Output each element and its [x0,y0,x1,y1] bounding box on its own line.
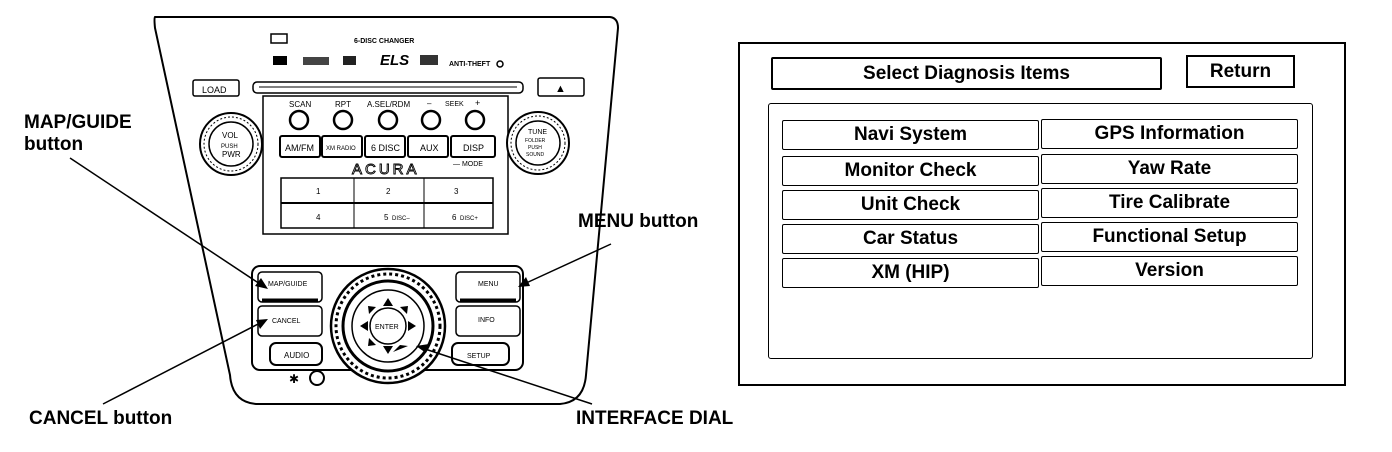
dial-down-arrow-icon [383,346,393,354]
screen-title: Select Diagnosis Items [771,57,1162,90]
six-disc-button[interactable] [364,135,406,158]
info-button[interactable] [455,305,521,337]
tune-sub3-label: SOUND [526,152,544,158]
load-button[interactable] [192,79,240,97]
dial-downright-arrow-icon [393,345,408,352]
cancel-callout: CANCEL button [29,408,173,429]
eject-button[interactable] [537,77,585,97]
xm-radio-button[interactable] [321,135,363,158]
dial-upright-arrow-icon [400,306,408,314]
preset-1: 1 [316,187,321,196]
light-icon: ✱ [289,372,299,386]
pwr-label: PWR [222,150,241,159]
six-disc-label: 6 DISC [371,143,401,153]
media-logos [273,55,438,65]
cancel-label: CANCEL [272,318,301,325]
rpt-button[interactable] [332,109,354,131]
preset-5: 5 [384,213,389,222]
diagnosis-items-panel [768,103,1313,359]
preset5-sub-label: DISC– [392,216,410,222]
tune-sub1-label: FOLDER [525,138,546,144]
upper-panel [262,95,509,235]
leader-lines [69,157,612,405]
eject-icon: ▲ [555,83,566,95]
map-guide-callout: MAP/GUIDE button [24,112,132,156]
preset-3: 3 [454,187,459,196]
dolby-logo [270,33,288,44]
rpt-label: RPT [335,100,351,109]
seek-minus-button[interactable] [420,109,442,131]
interface-dial-callout: INTERFACE DIAL [576,408,734,429]
audio-label: AUDIO [284,351,309,360]
preset-6: 6 [452,213,457,222]
menu-button[interactable] [455,271,521,303]
disp-label: DISP [463,143,484,153]
disp-button[interactable] [450,135,496,158]
map-guide-callout-line1: MAP/GUIDE [24,112,132,133]
push-label: PUSH [221,144,238,150]
control-unit-diagram: 6-DISC CHANGER ELS ANTI-THEFT LOAD ▲ SCA… [69,16,620,405]
seek-plus-button[interactable] [464,109,486,131]
item-xm-hip[interactable]: XM (HIP) [782,258,1039,288]
seek-plus-label: + [475,98,480,108]
item-tire-calibrate[interactable]: Tire Calibrate [1041,188,1298,218]
aux-button[interactable] [407,135,449,158]
vol-label: VOL [222,131,239,140]
interface-dial-graphic: ENTER [329,267,447,385]
enter-label: ENTER [375,324,399,331]
menu-label: MENU [478,281,499,288]
asel-rdm-button[interactable] [377,109,399,131]
setup-label: SETUP [467,353,491,360]
light-button[interactable] [309,370,325,386]
item-monitor-check[interactable]: Monitor Check [782,156,1039,186]
map-guide-callout-line2: button [24,134,84,155]
tune-label: TUNE [528,129,547,136]
setup-button[interactable] [451,342,510,366]
map-guide-label: MAP/GUIDE [268,281,308,288]
item-unit-check[interactable]: Unit Check [782,190,1039,220]
dial-left-arrow-icon [360,321,368,331]
item-version[interactable]: Version [1041,256,1298,286]
item-gps-information[interactable]: GPS Information [1041,119,1298,149]
preset6-sub-label: DISC+ [460,216,478,222]
am-fm-label: AM/FM [285,143,314,153]
mode-label: — MODE [453,161,483,168]
info-label: INFO [478,317,495,324]
return-button[interactable]: Return [1186,55,1295,88]
item-navi-system[interactable]: Navi System [782,120,1039,150]
xm-radio-label: XM RADIO [326,146,356,152]
preset-2: 2 [386,187,391,196]
anti-theft-led-icon [496,60,504,68]
dial-right-arrow-icon [408,321,416,331]
am-fm-button[interactable] [279,135,321,158]
volume-knob: VOL PUSH PWR [199,112,263,176]
diagnosis-screen [738,42,1346,386]
asel-rdm-label: A.SEL/RDM [367,100,410,109]
tune-knob: TUNE FOLDER PUSH SOUND [506,111,570,175]
changer-label: 6-DISC CHANGER [354,38,414,45]
item-functional-setup[interactable]: Functional Setup [1041,222,1298,252]
load-label: LOAD [202,85,227,95]
dial-downleft-arrow-icon [368,338,376,346]
tune-sub2-label: PUSH [528,145,542,151]
seek-label: SEEK [445,101,464,108]
preset-4: 4 [316,213,321,222]
seek-minus-label: – [427,99,432,108]
menu-callout: MENU button [578,211,699,232]
dial-upleft-arrow-icon [368,306,376,314]
aux-label: AUX [420,143,439,153]
els-logo: ELS [380,52,409,69]
map-guide-button[interactable] [257,271,323,303]
item-yaw-rate[interactable]: Yaw Rate [1041,154,1298,184]
anti-theft-label: ANTI-THEFT [449,61,491,68]
acura-logo: ACURA [352,161,420,178]
dial-up-arrow-icon [383,298,393,306]
scan-label: SCAN [289,100,311,109]
scan-button[interactable] [288,109,310,131]
item-car-status[interactable]: Car Status [782,224,1039,254]
audio-button[interactable] [269,342,323,366]
